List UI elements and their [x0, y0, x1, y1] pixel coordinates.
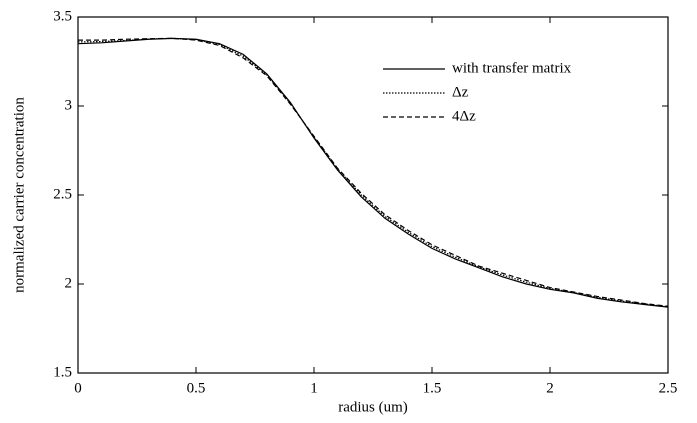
y-tick-label: 3.5: [53, 8, 72, 24]
x-tick-label: 0.5: [187, 380, 206, 396]
line-series: [77, 37, 669, 308]
y-tick-label: 1.5: [53, 364, 72, 380]
x-tick-label: 2.5: [659, 380, 678, 396]
y-tick-label: 2.5: [53, 186, 72, 202]
line-series: [77, 37, 669, 308]
legend-label: Δz: [452, 84, 469, 100]
x-tick-label: 1.5: [423, 380, 442, 396]
y-axis-label: normalized carrier concentration: [11, 97, 27, 293]
x-axis-label: radius (um): [338, 399, 408, 415]
x-tick-label: 0: [74, 380, 82, 396]
line-series: [78, 37, 669, 307]
y-tick-label: 2: [65, 275, 73, 291]
legend-label: 4Δz: [452, 108, 476, 124]
y-tick-label: 3: [65, 97, 73, 113]
plot-frame: [77, 16, 669, 374]
x-tick-label: 1: [310, 380, 318, 396]
x-tick-label: 2: [546, 380, 554, 396]
legend-label: with transfer matrix: [452, 60, 572, 76]
